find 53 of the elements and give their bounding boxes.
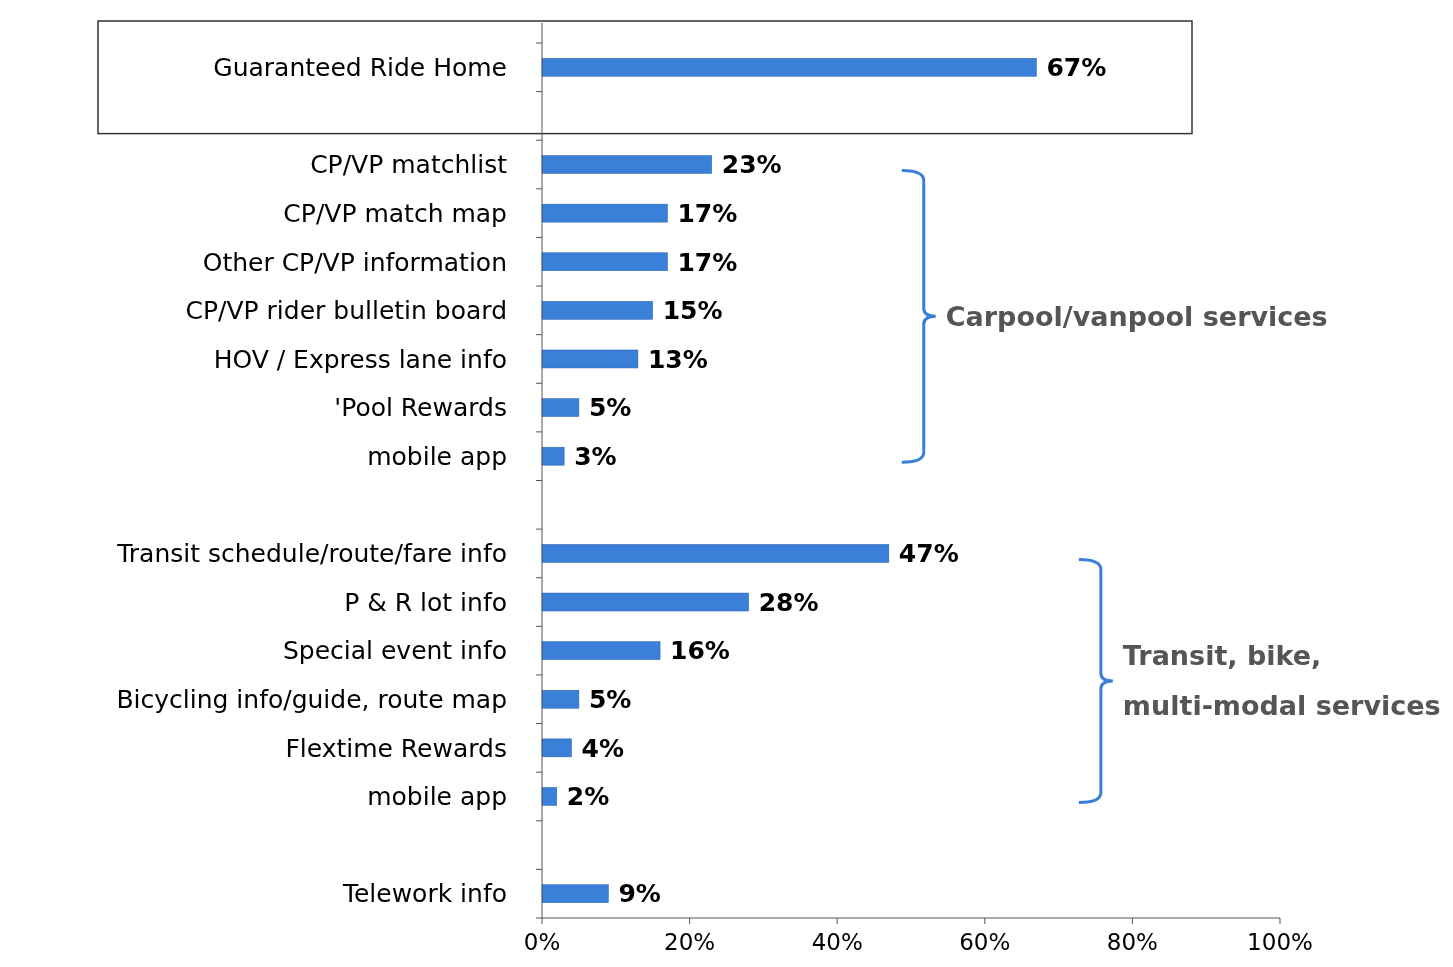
y-tick-label: Telework info: [341, 879, 507, 909]
bar: [541, 155, 712, 174]
data-label: 4%: [581, 733, 624, 763]
x-tick-label: 40%: [811, 929, 863, 955]
y-tick-label: Transit schedule/route/fare info: [116, 539, 507, 569]
y-tick-label: Flextime Rewards: [285, 733, 507, 763]
y-tick-label: Guaranteed Ride Home: [213, 53, 507, 83]
data-label: 16%: [670, 636, 730, 666]
y-tick-label: CP/VP match map: [283, 198, 507, 228]
bar: [541, 738, 572, 758]
data-label: 13%: [647, 344, 708, 374]
y-tick-label: P & R lot info: [344, 587, 507, 617]
y-tick-label: CP/VP matchlist: [310, 150, 508, 180]
bar: [541, 349, 639, 369]
y-tick-label: Other CP/VP information: [202, 247, 507, 277]
bar: [541, 58, 1037, 77]
data-label: 15%: [662, 296, 723, 326]
data-label: 5%: [588, 685, 632, 714]
bar: [541, 690, 580, 709]
data-label: 28%: [758, 587, 819, 617]
bar: [541, 787, 558, 806]
bar: [541, 398, 580, 417]
x-tick-label: 60%: [959, 929, 1011, 955]
bar: [541, 544, 890, 563]
data-label: 67%: [1046, 53, 1107, 83]
y-tick-label: Bicycling info/guide, route map: [116, 685, 507, 714]
data-label: 2%: [566, 782, 610, 812]
x-tick-label: 0%: [523, 929, 561, 955]
bar: [541, 301, 653, 320]
annotation: Carpool/vanpool services: [945, 300, 1328, 332]
data-label: 5%: [588, 393, 632, 423]
y-tick-label: mobile app: [367, 782, 507, 812]
y-tick-label: 'Pool Rewards: [334, 393, 507, 423]
x-tick-label: 20%: [664, 929, 716, 955]
bar: [541, 446, 565, 466]
y-tick-label: CP/VP rider bulletin board: [185, 296, 507, 326]
bar: [541, 252, 668, 271]
data-label: 23%: [721, 150, 782, 180]
bar: [541, 641, 661, 660]
data-label: 9%: [618, 879, 661, 909]
bar: [541, 592, 749, 612]
bar: [541, 884, 609, 903]
y-tick-label: Special event info: [282, 636, 507, 666]
data-label: 17%: [677, 247, 738, 277]
data-label: 47%: [898, 539, 959, 569]
x-tick-label: 80%: [1106, 929, 1158, 955]
bar: [541, 203, 668, 223]
y-tick-label: mobile app: [367, 441, 507, 471]
y-tick-label: HOV / Express lane info: [213, 344, 507, 374]
data-label: 17%: [677, 198, 738, 228]
x-tick-label: 100%: [1247, 929, 1313, 955]
annotation: Transit, bike, multi-modal services: [1122, 640, 1441, 722]
data-label: 3%: [574, 441, 617, 471]
